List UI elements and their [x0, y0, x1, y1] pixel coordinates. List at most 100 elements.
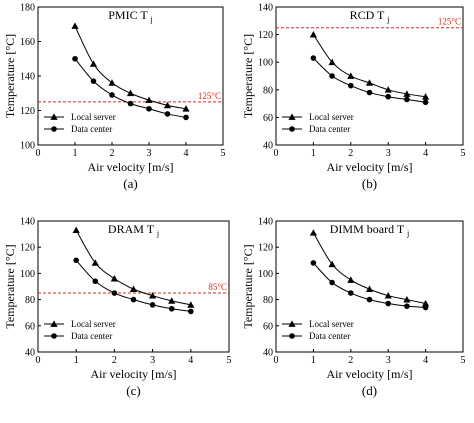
y-tick-label: 140 — [258, 3, 273, 14]
data-point — [385, 93, 392, 100]
legend-entry: Local server — [282, 319, 354, 329]
data-point — [309, 229, 317, 236]
legend-marker — [51, 126, 57, 132]
panel-title-subscript: j — [150, 15, 153, 24]
data-point — [328, 260, 336, 268]
data-point — [145, 96, 153, 104]
y-axis-label: Temperature [°C] — [241, 244, 255, 328]
chart-panel-3: 0 1 2 3 4 5 40 60 80 100 120 140 Air velocity [m/s] T… — [3, 217, 232, 399]
data-point — [310, 260, 317, 266]
data-point — [188, 308, 194, 315]
x-tick-label: 0 — [36, 355, 41, 366]
x-tick-label: 1 — [73, 148, 78, 159]
data-point — [110, 275, 118, 282]
data-point — [129, 285, 138, 292]
x-tick-label: 5 — [227, 355, 232, 366]
series-1 — [72, 226, 195, 308]
plot-frame — [275, 6, 464, 146]
panel-title: DRAM T j — [108, 222, 159, 238]
data-point — [347, 276, 355, 283]
panel-title-main: RCD T — [350, 8, 388, 22]
x-tick-label: 5 — [461, 148, 466, 159]
legend-marker — [289, 126, 295, 132]
plot-frame — [275, 220, 464, 353]
data-point — [111, 290, 118, 296]
legend-entry: Data center — [44, 124, 112, 134]
legend-entry: Data center — [282, 124, 350, 134]
panel-title-subscript: j — [156, 229, 159, 238]
data-point — [384, 86, 392, 93]
data-point — [404, 96, 410, 103]
y-tick-label: 40 — [263, 348, 273, 359]
y-tick-label: 120 — [20, 243, 35, 254]
chart-panel-1: 0 1 2 3 4 5 100 120 140 160 180 Air velocity [m/s] T… — [3, 3, 226, 192]
series-line — [75, 229, 191, 306]
legend-marker — [288, 113, 296, 120]
x-tick-label: 1 — [311, 355, 316, 366]
data-point — [149, 292, 157, 299]
y-tick-label: 80 — [25, 295, 35, 306]
legend-entry: Local server — [44, 112, 116, 122]
plot-frame — [37, 220, 230, 353]
x-tick-label: 4 — [188, 355, 193, 366]
data-point — [403, 296, 411, 303]
y-tick-label: 60 — [263, 321, 273, 332]
series-1 — [309, 31, 430, 100]
legend-label: Data center — [309, 331, 350, 341]
panel-title: DIMM board T j — [330, 222, 409, 238]
series-line — [312, 232, 426, 305]
x-tick-label: 3 — [147, 148, 152, 159]
legend-entry: Local server — [44, 319, 116, 329]
legend-entry: Data center — [282, 331, 350, 341]
data-point — [130, 296, 137, 303]
threshold-label: 125°C — [438, 17, 461, 27]
legend-marker — [289, 333, 295, 339]
series-1 — [309, 229, 430, 307]
series-2 — [310, 55, 429, 106]
data-point — [109, 92, 115, 98]
data-point — [168, 297, 176, 304]
panel-title-main: PMIC T — [108, 8, 150, 22]
data-point — [365, 285, 374, 292]
panel-title-subscript: j — [386, 15, 389, 24]
data-point — [183, 114, 189, 121]
x-axis-label: Air velocity [m/s] — [327, 160, 413, 174]
data-point — [384, 292, 392, 299]
x-tick-label: 4 — [184, 148, 189, 159]
y-tick-label: 120 — [258, 243, 273, 254]
data-point — [89, 60, 98, 67]
panel-title: PMIC T j — [108, 8, 152, 24]
data-point — [329, 279, 335, 286]
x-tick-label: 4 — [423, 148, 428, 159]
y-tick-label: 180 — [20, 3, 35, 14]
data-point — [182, 105, 190, 112]
x-tick-label: 4 — [423, 355, 428, 366]
data-point — [72, 55, 78, 62]
x-tick-label: 1 — [74, 355, 79, 366]
data-point — [187, 301, 195, 308]
y-tick-label: 160 — [20, 37, 35, 48]
legend-label: Data center — [309, 124, 350, 134]
series-2 — [310, 260, 429, 311]
data-point — [385, 300, 392, 307]
data-point — [90, 78, 97, 84]
x-tick-label: 2 — [112, 355, 117, 366]
data-point — [347, 72, 355, 79]
x-tick-label: 2 — [110, 148, 115, 159]
data-point — [168, 305, 175, 312]
legend-label: Local server — [309, 319, 354, 329]
legend-label: Local server — [309, 112, 354, 122]
panel-label: (d) — [362, 383, 377, 398]
data-point — [163, 101, 172, 109]
y-tick-label: 80 — [263, 85, 273, 96]
y-tick-label: 100 — [258, 58, 273, 69]
data-point — [422, 99, 429, 106]
series-line — [312, 34, 426, 98]
data-point — [71, 22, 79, 29]
y-axis-label: Temperature [°C] — [3, 244, 17, 328]
threshold-label: 85°C — [208, 282, 227, 292]
legend-marker — [288, 320, 296, 327]
legend-marker — [50, 113, 58, 120]
panel-label: (c) — [126, 383, 140, 398]
